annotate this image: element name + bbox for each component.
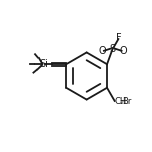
Text: CH: CH xyxy=(115,97,127,106)
Text: 2: 2 xyxy=(120,100,124,105)
Text: S: S xyxy=(110,43,116,54)
Text: F: F xyxy=(116,33,122,43)
Text: O: O xyxy=(99,46,106,56)
Text: O: O xyxy=(119,46,127,56)
Text: Si: Si xyxy=(39,59,48,69)
Text: Br: Br xyxy=(122,97,131,106)
